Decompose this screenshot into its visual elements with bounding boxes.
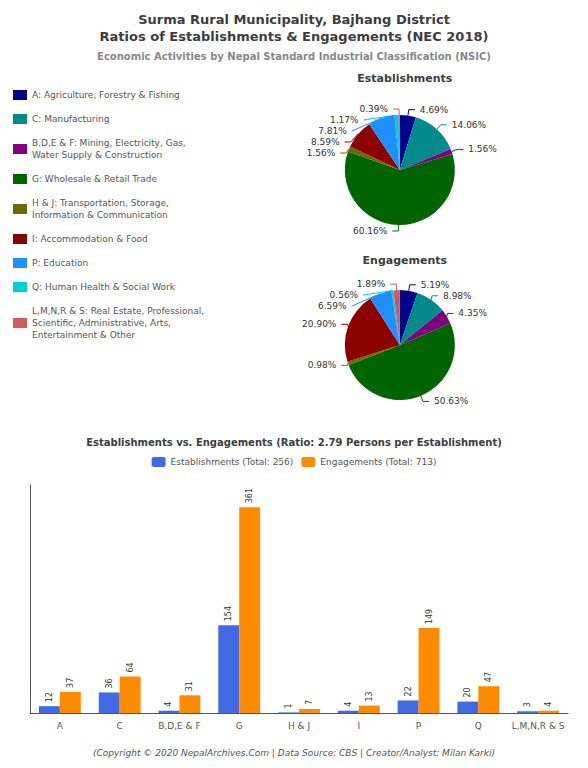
svg-text:G: G <box>236 721 243 731</box>
svg-text:Q: Human Health & Social Work: Q: Human Health & Social Work <box>32 282 176 292</box>
svg-text:3: 3 <box>523 702 532 707</box>
svg-text:Establishments vs. Engagements: Establishments vs. Engagements (Ratio: 2… <box>86 437 502 448</box>
svg-text:Surma Rural Municipality, Bajh: Surma Rural Municipality, Bajhang Distri… <box>138 12 450 27</box>
svg-text:0.39%: 0.39% <box>359 104 388 114</box>
svg-text:A: Agriculture, Forestry & Fis: A: Agriculture, Forestry & Fishing <box>32 90 180 100</box>
svg-text:8.59%: 8.59% <box>311 137 340 147</box>
svg-text:Establishments: Establishments <box>357 72 453 85</box>
svg-text:P: Education: P: Education <box>32 258 88 268</box>
svg-text:(Copyright © 2020 NepalArchive: (Copyright © 2020 NepalArchives.Com | Da… <box>93 748 495 758</box>
svg-text:1.17%: 1.17% <box>330 115 359 125</box>
svg-text:H & J: H & J <box>288 721 310 731</box>
svg-text:C: Manufacturing: C: Manufacturing <box>32 114 109 124</box>
svg-text:L,M,N,R & S: L,M,N,R & S <box>512 721 565 731</box>
svg-text:7.81%: 7.81% <box>318 126 347 136</box>
svg-text:154: 154 <box>224 606 233 621</box>
svg-text:I: Accommodation & Food: I: Accommodation & Food <box>32 234 148 244</box>
svg-text:P: P <box>416 721 422 731</box>
svg-text:14.06%: 14.06% <box>452 120 487 130</box>
svg-text:Information & Communication: Information & Communication <box>32 210 168 220</box>
svg-text:4: 4 <box>164 702 173 707</box>
svg-text:36: 36 <box>105 678 114 688</box>
svg-text:22: 22 <box>404 686 413 696</box>
svg-text:20.90%: 20.90% <box>302 319 337 329</box>
svg-text:Engagements (Total: 713): Engagements (Total: 713) <box>320 457 436 467</box>
svg-text:361: 361 <box>245 488 254 503</box>
svg-text:47: 47 <box>484 672 493 682</box>
svg-text:12: 12 <box>45 692 54 702</box>
svg-text:4.35%: 4.35% <box>458 308 487 318</box>
svg-text:13: 13 <box>365 691 374 701</box>
svg-text:I: I <box>357 721 360 731</box>
svg-text:6.59%: 6.59% <box>318 301 347 311</box>
svg-text:4.69%: 4.69% <box>420 105 449 115</box>
svg-text:8.98%: 8.98% <box>443 291 472 301</box>
svg-text:Water Supply & Construction: Water Supply & Construction <box>32 150 162 160</box>
svg-text:60.16%: 60.16% <box>353 226 388 236</box>
svg-text:7: 7 <box>305 700 314 705</box>
svg-text:0.56%: 0.56% <box>330 290 359 300</box>
svg-text:G: Wholesale & Retail Trade: G: Wholesale & Retail Trade <box>32 174 157 184</box>
svg-text:1.89%: 1.89% <box>357 279 386 289</box>
svg-text:1.56%: 1.56% <box>307 148 336 158</box>
svg-text:37: 37 <box>66 678 75 688</box>
svg-text:A: A <box>57 721 64 731</box>
svg-text:C: C <box>117 721 123 731</box>
svg-text:Scientific, Administrative, Ar: Scientific, Administrative, Arts, <box>32 318 171 328</box>
svg-text:4: 4 <box>544 702 553 707</box>
svg-text:1: 1 <box>284 703 293 708</box>
svg-text:H & J: Transportation, Storage: H & J: Transportation, Storage, <box>32 198 169 208</box>
svg-text:4: 4 <box>344 702 353 707</box>
svg-text:149: 149 <box>425 609 434 624</box>
svg-text:1.56%: 1.56% <box>468 144 497 154</box>
svg-text:0.98%: 0.98% <box>308 360 337 370</box>
svg-text:L,M,N,R & S: Real Estate, Prof: L,M,N,R & S: Real Estate, Professional, <box>32 306 204 316</box>
svg-text:Ratios of Establishments & Eng: Ratios of Establishments & Engagements (… <box>100 29 489 44</box>
svg-text:31: 31 <box>185 681 194 691</box>
svg-text:Establishments (Total: 256): Establishments (Total: 256) <box>171 457 294 467</box>
svg-text:50.63%: 50.63% <box>434 396 469 406</box>
svg-text:Economic Activities by Nepal S: Economic Activities by Nepal Standard In… <box>97 51 491 62</box>
svg-text:B,D,E & F: B,D,E & F <box>158 721 200 731</box>
svg-text:Q: Q <box>475 721 482 731</box>
svg-text:64: 64 <box>126 662 135 672</box>
svg-text:Engagements: Engagements <box>363 254 448 267</box>
svg-text:B,D,E & F: Mining, Electricity: B,D,E & F: Mining, Electricity, Gas, <box>32 138 186 148</box>
svg-text:Entertainment & Other: Entertainment & Other <box>32 330 136 340</box>
svg-text:20: 20 <box>463 687 472 697</box>
svg-text:5.19%: 5.19% <box>421 280 450 290</box>
